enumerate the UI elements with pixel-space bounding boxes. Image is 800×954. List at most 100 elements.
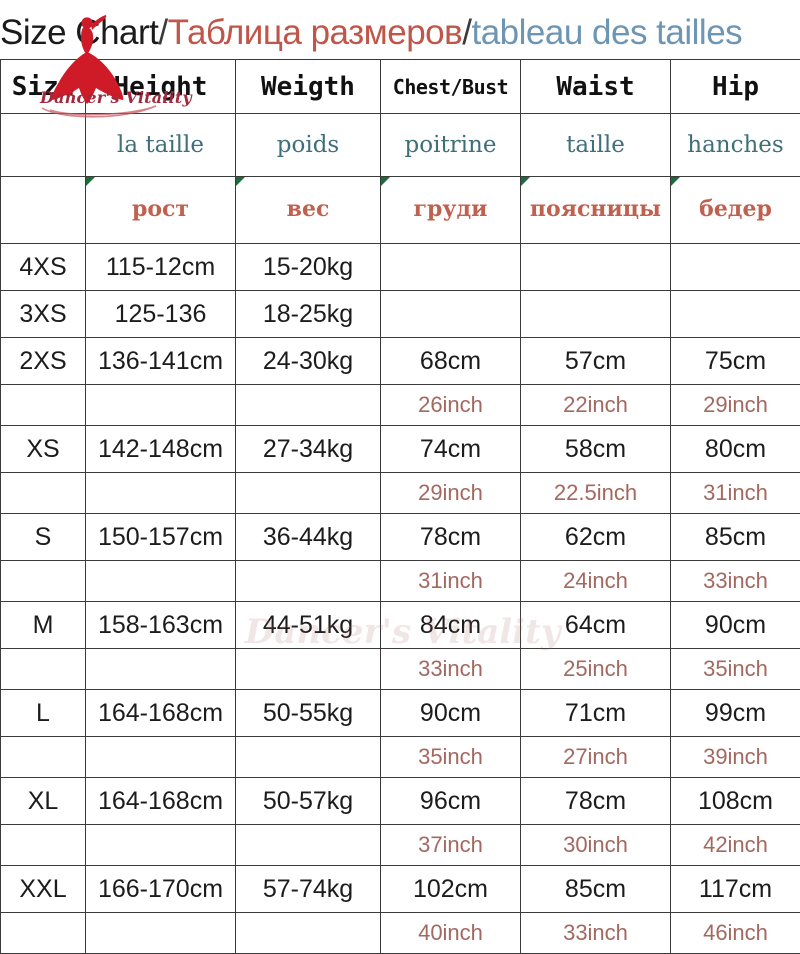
row-chest-cm [381, 244, 521, 291]
row-height-blank [86, 385, 236, 426]
row-height: 164-168cm [86, 778, 236, 825]
row-hip-cm: 99cm [671, 690, 800, 737]
row-chest-inch: 40inch [381, 913, 521, 954]
header-ru-height: рост [86, 177, 236, 244]
row-size-blank [1, 913, 86, 954]
row-weight-blank [236, 737, 381, 778]
row-hip-inch: 39inch [671, 737, 800, 778]
row-size: XL [1, 778, 86, 825]
row-weight: 18-25kg [236, 291, 381, 338]
row-hip-cm [671, 291, 800, 338]
row-height-blank [86, 737, 236, 778]
row-chest-inch: 33inch [381, 649, 521, 690]
title-separator-2: / [462, 13, 471, 53]
header-ru-chest: груди [381, 177, 521, 244]
size-chart-table: Size Height Weigth Chest/Bust Waist Hip … [0, 59, 800, 954]
header-ru-waist: поясницы [521, 177, 671, 244]
row-waist-inch: 22inch [521, 385, 671, 426]
row-hip-inch: 29inch [671, 385, 800, 426]
header-weight: Weigth [236, 60, 381, 114]
row-waist-cm: 58cm [521, 426, 671, 473]
header-hip: Hip [671, 60, 800, 114]
title-russian: Таблица размеров [168, 13, 463, 53]
row-size: XXL [1, 866, 86, 913]
row-height-blank [86, 473, 236, 514]
row-chest-inch: 35inch [381, 737, 521, 778]
row-weight-blank [236, 473, 381, 514]
title-french: tableau des tailles [471, 13, 742, 53]
page-title: Size Chart / Таблица размеров / tableau … [0, 10, 800, 56]
row-height-blank [86, 649, 236, 690]
row-chest-cm: 78cm [381, 514, 521, 561]
row-hip-cm: 117cm [671, 866, 800, 913]
row-waist-cm: 57cm [521, 338, 671, 385]
row-hip-inch: 46inch [671, 913, 800, 954]
row-weight-blank [236, 561, 381, 602]
header-ru-height-label: рост [132, 196, 189, 222]
row-waist-inch: 30inch [521, 825, 671, 866]
row-weight: 24-30kg [236, 338, 381, 385]
row-height: 158-163cm [86, 602, 236, 649]
row-waist-cm: 78cm [521, 778, 671, 825]
row-chest-cm: 84cm [381, 602, 521, 649]
row-size: L [1, 690, 86, 737]
row-waist-inch: 33inch [521, 913, 671, 954]
row-hip-inch: 33inch [671, 561, 800, 602]
title-separator-1: / [158, 13, 167, 53]
header-row-russian: рост вес груди поясницы бедер [1, 177, 800, 244]
row-chest-cm: 68cm [381, 338, 521, 385]
title-english: Size Chart [0, 13, 158, 53]
header-chest: Chest/Bust [381, 60, 521, 114]
header-ru-hip-label: бедер [699, 196, 772, 222]
row-height: 150-157cm [86, 514, 236, 561]
row-hip-inch: 42inch [671, 825, 800, 866]
row-hip-cm: 75cm [671, 338, 800, 385]
row-weight: 44-51kg [236, 602, 381, 649]
header-size: Size [1, 60, 86, 114]
row-weight: 27-34kg [236, 426, 381, 473]
row-height: 125-136 [86, 291, 236, 338]
row-size-blank [1, 561, 86, 602]
row-waist-cm [521, 291, 671, 338]
comment-marker-icon [671, 177, 680, 186]
row-height-blank [86, 561, 236, 602]
row-size: 4XS [1, 244, 86, 291]
row-chest-inch: 31inch [381, 561, 521, 602]
header-ru-weight: вес [236, 177, 381, 244]
row-waist-inch: 24inch [521, 561, 671, 602]
row-chest-inch: 29inch [381, 473, 521, 514]
header-fr-waist: taille [521, 114, 671, 177]
comment-marker-icon [236, 177, 245, 186]
row-size-blank [1, 737, 86, 778]
header-ru-hip: бедер [671, 177, 800, 244]
row-weight-blank [236, 825, 381, 866]
row-size: M [1, 602, 86, 649]
row-hip-inch: 35inch [671, 649, 800, 690]
row-size-blank [1, 649, 86, 690]
row-waist-inch: 25inch [521, 649, 671, 690]
row-weight: 50-55kg [236, 690, 381, 737]
comment-marker-icon [86, 177, 95, 186]
header-height: Height [86, 60, 236, 114]
row-size: 3XS [1, 291, 86, 338]
size-chart-page: Size Chart / Таблица размеров / tableau … [0, 0, 800, 800]
header-row-french: la taille poids poitrine taille hanches [1, 114, 800, 177]
row-hip-cm: 85cm [671, 514, 800, 561]
row-height: 166-170cm [86, 866, 236, 913]
row-chest-cm: 96cm [381, 778, 521, 825]
row-weight-blank [236, 649, 381, 690]
row-hip-cm: 108cm [671, 778, 800, 825]
row-size-blank [1, 385, 86, 426]
header-fr-weight: poids [236, 114, 381, 177]
comment-marker-icon [521, 177, 530, 186]
row-waist-cm: 62cm [521, 514, 671, 561]
